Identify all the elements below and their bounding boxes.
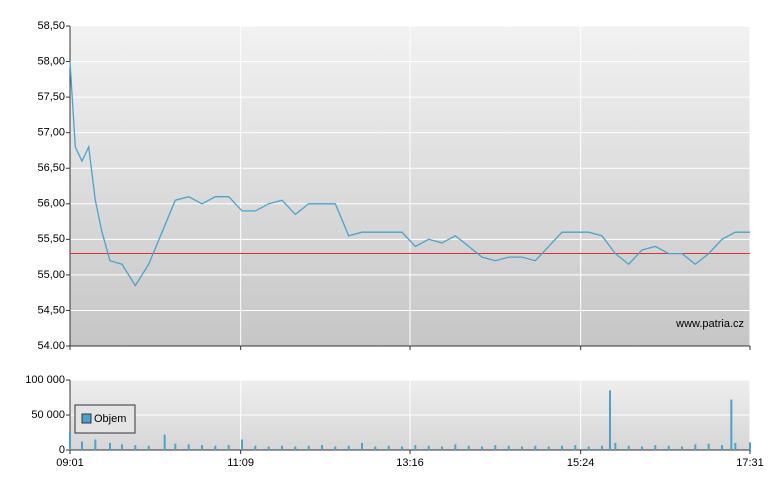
volume-bar: [401, 446, 403, 450]
volume-bar: [681, 446, 683, 450]
volume-bar: [494, 445, 497, 450]
volume-bar: [614, 443, 617, 450]
volume-bar: [427, 445, 430, 450]
volume-bar: [721, 445, 723, 450]
x-tick-label: 15:24: [567, 457, 595, 469]
volume-bar: [163, 434, 166, 450]
y-tick-label: 55,00: [37, 269, 65, 281]
volume-bar: [730, 399, 733, 450]
volume-bar: [361, 443, 363, 450]
volume-bar: [387, 445, 390, 450]
volume-bar: [347, 445, 350, 450]
volume-bar: [134, 445, 137, 450]
volume-bar: [187, 444, 190, 450]
volume-bar: [609, 390, 611, 450]
volume-bar: [454, 444, 457, 450]
volume-bar: [694, 444, 697, 450]
volume-bar: [214, 445, 217, 450]
volume-bar: [547, 446, 550, 450]
y-tick-label: 54,50: [37, 304, 65, 316]
volume-bar: [294, 446, 297, 450]
volume-bar: [121, 444, 123, 450]
volume-bar: [174, 443, 177, 450]
volume-bar: [627, 445, 630, 450]
y-tick-label: 58,00: [37, 55, 65, 67]
volume-bar: [441, 446, 443, 450]
volume-bar: [734, 443, 737, 450]
volume-bar: [707, 443, 710, 450]
volume-bar: [654, 445, 657, 450]
y-tick-label: 55,50: [37, 233, 65, 245]
volume-bar: [749, 442, 751, 450]
volume-bar: [467, 445, 470, 450]
legend-label: Objem: [94, 413, 126, 425]
volume-bar: [321, 445, 323, 450]
volume-bar: [241, 439, 243, 450]
watermark: www.patria.cz: [675, 318, 744, 330]
volume-bar: [574, 445, 577, 450]
volume-bar: [561, 445, 563, 450]
volume-bar: [414, 445, 417, 450]
volume-bar: [334, 446, 337, 450]
volume-bar: [254, 445, 257, 450]
volume-bar: [507, 445, 510, 450]
volume-bar: [109, 443, 111, 450]
volume-bar: [601, 445, 603, 450]
volume-bar: [667, 445, 670, 450]
volume-bar: [374, 446, 377, 450]
price-line: [69, 61, 750, 287]
y-tick-label: 58,50: [37, 20, 65, 32]
volume-bar: [307, 445, 310, 450]
legend-swatch: [81, 413, 92, 424]
y-tick-label: 54.00: [37, 340, 65, 352]
volume-bar: [587, 446, 590, 450]
volume-bar: [201, 445, 203, 450]
volume-bar: [147, 445, 150, 450]
y-tick-label: 56,00: [37, 198, 65, 210]
volume-bar: [69, 432, 71, 450]
volume-bar: [641, 446, 643, 450]
volume-bar: [81, 441, 83, 450]
volume-bar: [281, 445, 283, 450]
volume-bar: [267, 446, 270, 450]
y-tick-label: 50 000: [31, 409, 65, 421]
volume-bar: [521, 446, 523, 450]
y-tick-label: 57,00: [37, 127, 65, 139]
x-tick-label: 13:16: [396, 457, 424, 469]
x-tick-label: 17:31: [736, 457, 764, 469]
y-tick-label: 56,50: [37, 162, 65, 174]
y-tick-label: 100 000: [25, 374, 65, 386]
volume-bar: [534, 445, 537, 450]
x-tick-label: 11:09: [227, 457, 254, 469]
x-tick-label: 09:01: [56, 457, 84, 469]
volume-bar: [227, 445, 230, 450]
volume-bar: [94, 439, 97, 450]
volume-bar: [481, 446, 483, 450]
y-tick-label: 0: [59, 444, 65, 456]
y-tick-label: 57,50: [37, 91, 65, 103]
